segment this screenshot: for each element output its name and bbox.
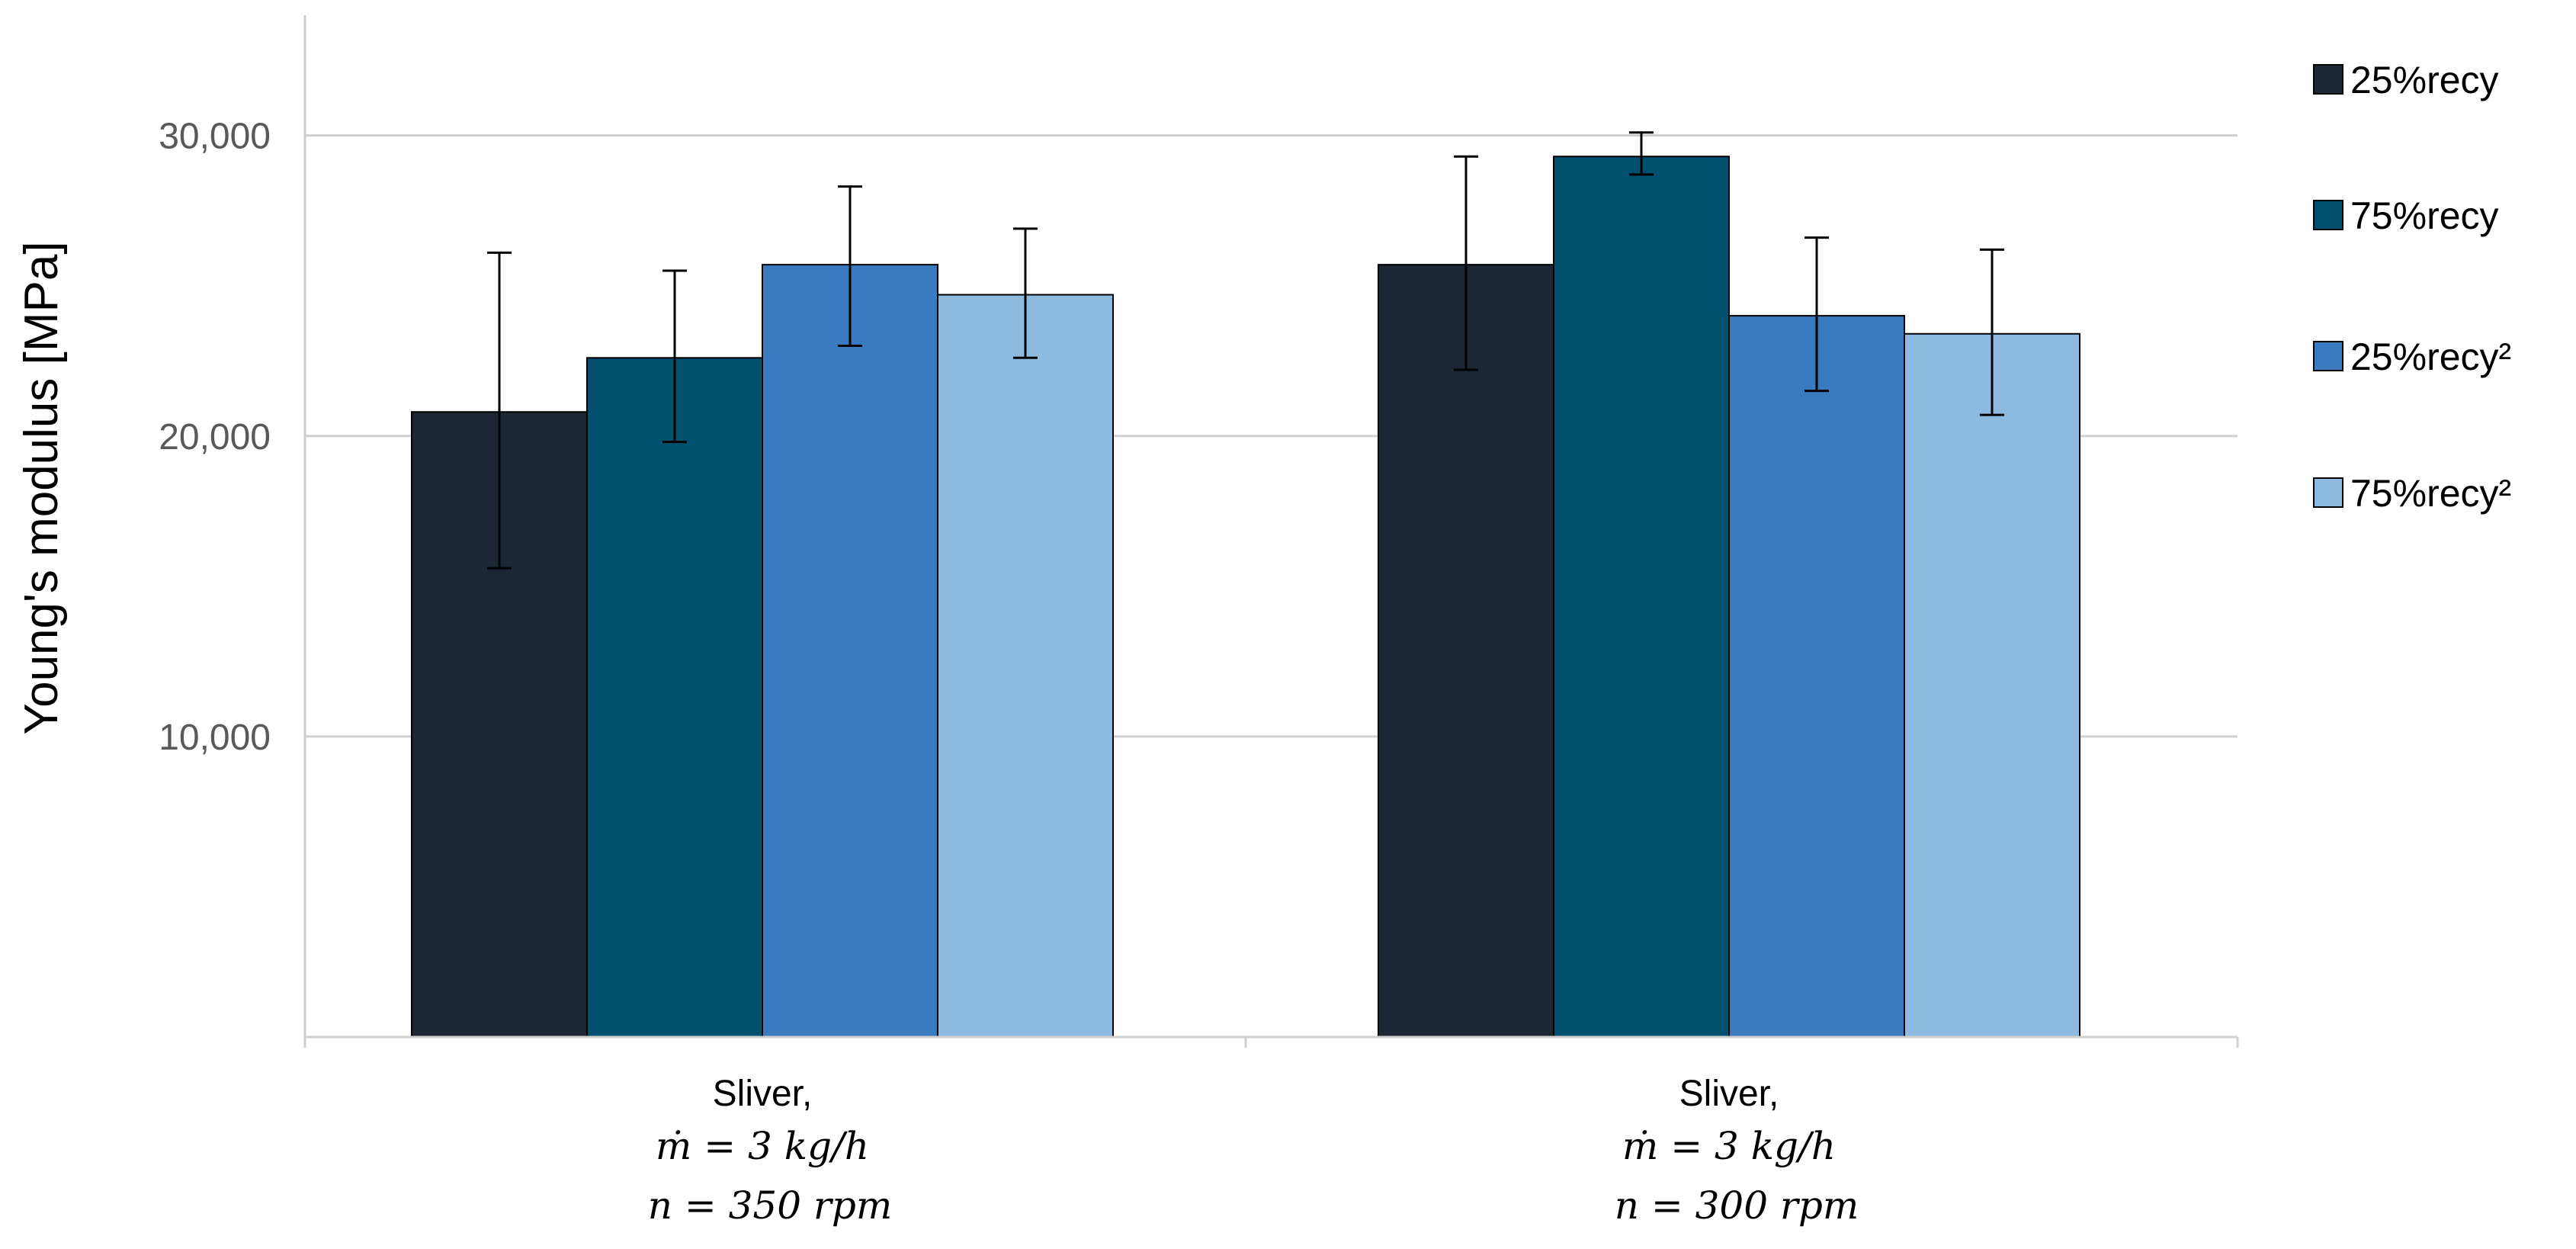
axes (303, 15, 2239, 1048)
bar (1553, 156, 1730, 1038)
category-label-line1: Sliver, (1679, 1074, 1779, 1114)
category-label: Sliver, ṁ = 3 kg/h n = 300 rpm (1615, 1074, 1859, 1228)
category-label-line1: Sliver, (713, 1074, 813, 1114)
legend-swatch (2313, 341, 2343, 371)
category-label-line3: n = 350 rpm (648, 1183, 893, 1228)
bar (1904, 332, 2080, 1038)
legend-swatch (2313, 200, 2343, 230)
category-label-line2: ṁ = 3 kg/h (656, 1124, 869, 1168)
y-tick-label: 30,000 (159, 117, 271, 157)
bars (411, 156, 2080, 1038)
error-bars (487, 131, 2004, 570)
bar (1378, 264, 1554, 1038)
legend-label: 25%recy² (2350, 336, 2511, 378)
legend-label: 25%recy (2350, 59, 2499, 101)
y-tick-label: 20,000 (159, 417, 271, 458)
y-axis-label: Young's modulus [MPa] (15, 241, 68, 734)
category-label-line3: n = 300 rpm (1615, 1183, 1859, 1228)
bar (762, 264, 938, 1038)
legend-swatch (2313, 477, 2343, 508)
legend: 25%recy 75%recy 25%recy² 75%recy² (2313, 59, 2511, 515)
bar (937, 294, 1114, 1038)
y-tick-label: 10,000 (159, 718, 271, 758)
category-label: Sliver, ṁ = 3 kg/h n = 350 rpm (648, 1074, 893, 1228)
bar (1728, 315, 1905, 1038)
legend-label: 75%recy² (2350, 472, 2511, 515)
bar (586, 357, 763, 1038)
category-label-line2: ṁ = 3 kg/h (1622, 1124, 1836, 1168)
legend-label: 75%recy (2350, 194, 2499, 237)
legend-swatch (2313, 64, 2343, 95)
